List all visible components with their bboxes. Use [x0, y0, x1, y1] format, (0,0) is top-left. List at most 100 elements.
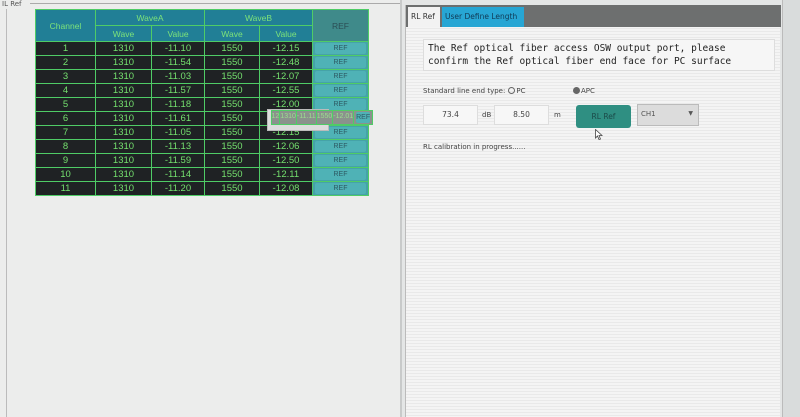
cell-vb: -12.01 — [332, 109, 355, 125]
cell-ch: 5 — [35, 97, 96, 112]
ref-button[interactable]: REF — [315, 169, 366, 180]
radio-pc[interactable]: PC — [505, 87, 525, 95]
cell-vb: -12.06 — [259, 139, 313, 154]
cell-va: -11.59 — [151, 153, 205, 168]
cell-va: -11.05 — [151, 125, 205, 140]
cell-ref: REF — [312, 153, 369, 168]
cell-va: -11.11 — [295, 109, 317, 125]
scrollbar[interactable] — [782, 0, 800, 417]
cell-wb: 1550 — [204, 153, 260, 168]
cell-vb: -12.00 — [259, 97, 313, 112]
header-ref: REF — [312, 9, 369, 42]
cell-wb: 1550 — [204, 55, 260, 70]
caret-down-icon: ▼ — [688, 110, 693, 117]
cell-wa: 1310 — [95, 69, 152, 84]
cell-ch: 1 — [35, 41, 96, 56]
header-value: Value — [151, 25, 205, 42]
cell-wb: 1550 — [204, 69, 260, 84]
cell-ch: 6 — [35, 111, 96, 126]
cell-wb: 1550 — [204, 139, 260, 154]
il-ref-panel: IL Ref Channel WaveA WaveB REF Wave Valu… — [0, 0, 402, 417]
cell-wb: 1550 — [315, 109, 334, 125]
channel-select[interactable]: CH1 ▼ — [637, 104, 699, 126]
cell-ref: REF — [353, 109, 374, 125]
table-row[interactable]: 2 1310 -11.54 1550 -12.48 REF — [35, 55, 369, 70]
cell-wa: 1310 — [95, 111, 152, 126]
cell-wb: 1550 — [204, 181, 260, 196]
length-input[interactable]: 8.50 — [494, 105, 549, 125]
db-input[interactable]: 73.4 — [423, 105, 478, 125]
rl-ref-panel: RL Ref User Define Length The Ref optica… — [405, 5, 781, 417]
cell-wa: 1310 — [95, 139, 152, 154]
cell-ch: 7 — [35, 125, 96, 140]
ref-button[interactable]: REF — [315, 99, 366, 110]
cell-va: -11.03 — [151, 69, 205, 84]
radio-circle-icon — [508, 87, 516, 94]
instruction-message: The Ref optical fiber access OSW output … — [423, 39, 775, 71]
cell-vb: -12.48 — [259, 55, 313, 70]
header-wavea: WaveA — [95, 9, 205, 26]
cell-ch: 12 — [270, 109, 281, 125]
cell-vb: -12.15 — [259, 41, 313, 56]
ref-button[interactable]: REF — [315, 71, 366, 82]
table-row[interactable]: 3 1310 -11.03 1550 -12.07 REF — [35, 69, 369, 84]
cell-wa: 1310 — [95, 97, 152, 112]
ref-button[interactable]: REF — [315, 141, 366, 152]
tab-user-define-length[interactable]: User Define Length — [442, 7, 524, 27]
rl-ref-button[interactable]: RL Ref — [576, 105, 631, 128]
cell-wb: 1550 — [204, 125, 260, 140]
cell-ch: 4 — [35, 83, 96, 98]
ref-button[interactable]: REF — [315, 155, 366, 166]
cell-wa: 1310 — [95, 125, 152, 140]
divider — [6, 9, 7, 417]
table-row[interactable]: 8 1310 -11.13 1550 -12.06 REF — [35, 139, 369, 154]
header-channel: Channel — [35, 9, 96, 42]
status-text: RL calibration in progress...... — [423, 143, 526, 151]
cell-wa: 1310 — [95, 55, 152, 70]
divider — [30, 3, 400, 4]
cell-ref: REF — [312, 167, 369, 182]
m-unit: m — [554, 111, 561, 119]
cell-va: -11.14 — [151, 167, 205, 182]
cell-vb: -12.11 — [259, 167, 313, 182]
cell-ch: 10 — [35, 167, 96, 182]
cell-wb: 1550 — [204, 97, 260, 112]
channel-table: Channel WaveA WaveB REF Wave Value Wave … — [35, 9, 374, 196]
panel-title: IL Ref — [2, 0, 22, 8]
ref-button[interactable]: REF — [315, 183, 366, 194]
cell-wa: 1310 — [95, 181, 152, 196]
ref-button[interactable]: REF — [315, 43, 366, 54]
table-row[interactable]: 12 1310 -11.11 1550 -12.01 REF — [266, 108, 374, 131]
cell-vb: -12.55 — [259, 83, 313, 98]
tab-bar: RL Ref User Define Length — [406, 5, 781, 27]
ref-button[interactable]: REF — [356, 111, 371, 123]
ref-button[interactable]: REF — [315, 127, 366, 138]
cell-va: -11.61 — [151, 111, 205, 126]
table-row[interactable]: 11 1310 -11.20 1550 -12.08 REF — [35, 181, 369, 196]
table-row[interactable]: 1 1310 -11.10 1550 -12.15 REF — [35, 41, 369, 56]
db-unit: dB — [482, 111, 492, 119]
cell-wa: 1310 — [279, 109, 297, 125]
cell-wa: 1310 — [95, 83, 152, 98]
tab-rl-ref[interactable]: RL Ref — [408, 7, 440, 27]
cell-wb: 1550 — [204, 41, 260, 56]
cell-ref: REF — [312, 97, 369, 112]
cell-va: -11.57 — [151, 83, 205, 98]
table-row[interactable]: 4 1310 -11.57 1550 -12.55 REF — [35, 83, 369, 98]
cell-ref: REF — [312, 41, 369, 56]
end-type-label: Standard line end type: — [423, 87, 506, 95]
table-row[interactable]: 10 1310 -11.14 1550 -12.11 REF — [35, 167, 369, 182]
table-row[interactable]: 9 1310 -11.59 1550 -12.50 REF — [35, 153, 369, 168]
radio-apc[interactable]: APC — [570, 87, 595, 96]
cell-ref: REF — [312, 83, 369, 98]
cell-wa: 1310 — [95, 153, 152, 168]
header-wave: Wave — [95, 25, 152, 42]
cell-wa: 1310 — [95, 167, 152, 182]
cell-ch: 8 — [35, 139, 96, 154]
header-waveb: WaveB — [204, 9, 313, 26]
cell-ch: 11 — [35, 181, 96, 196]
cell-ref: REF — [312, 69, 369, 84]
ref-button[interactable]: REF — [315, 57, 366, 68]
cell-va: -11.18 — [151, 97, 205, 112]
ref-button[interactable]: REF — [315, 85, 366, 96]
